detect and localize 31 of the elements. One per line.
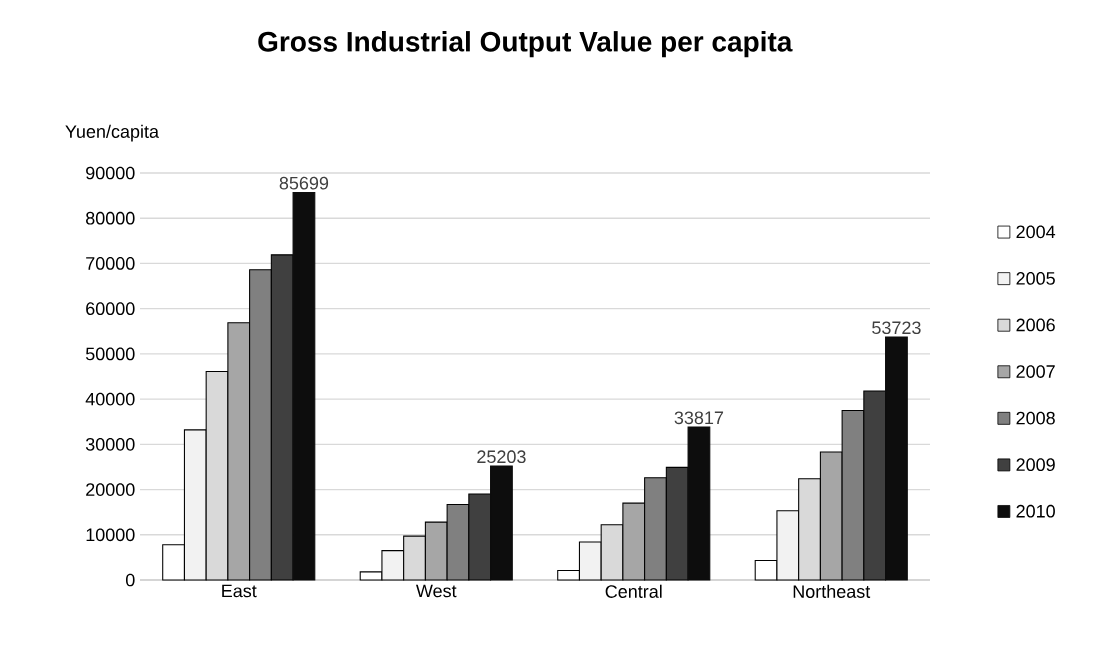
y-tick-label: 70000 xyxy=(86,257,135,270)
y-tick-label: 30000 xyxy=(85,437,135,451)
x-tick-label: Central xyxy=(605,584,662,598)
data-label: 33817 xyxy=(674,411,724,425)
x-tick-label: East xyxy=(222,584,257,598)
data-label: 85699 xyxy=(279,176,329,190)
legend-label: 2005 xyxy=(1016,272,1055,285)
y-tick-label: 0 xyxy=(125,573,135,587)
y-tick-label: 40000 xyxy=(85,392,135,406)
bar xyxy=(292,191,316,581)
bar xyxy=(687,426,711,581)
bar xyxy=(885,336,908,581)
y-tick-label: 50000 xyxy=(85,347,135,361)
chart-title: Gross Industrial Output Value per capita xyxy=(258,31,793,58)
bar xyxy=(490,465,513,581)
legend-label: 2008 xyxy=(1016,411,1055,425)
y-tick-label: 60000 xyxy=(86,302,135,316)
x-tick-label: West xyxy=(416,584,457,598)
legend-label: 2006 xyxy=(1016,318,1055,332)
legend-label: 2010 xyxy=(1016,504,1055,518)
y-axis-title: Yuen/capita xyxy=(65,124,159,142)
data-label: 25203 xyxy=(477,450,526,464)
legend-label: 2004 xyxy=(1016,225,1056,239)
data-label: 53723 xyxy=(872,321,921,335)
y-tick-label: 20000 xyxy=(86,483,135,496)
x-tick-label: Northeast xyxy=(793,584,871,598)
y-tick-label: 80000 xyxy=(86,211,135,225)
y-tick-label: 10000 xyxy=(86,528,135,542)
y-tick-label: 90000 xyxy=(86,166,135,180)
legend-label: 2007 xyxy=(1016,365,1055,378)
legend-label: 2009 xyxy=(1016,458,1055,472)
